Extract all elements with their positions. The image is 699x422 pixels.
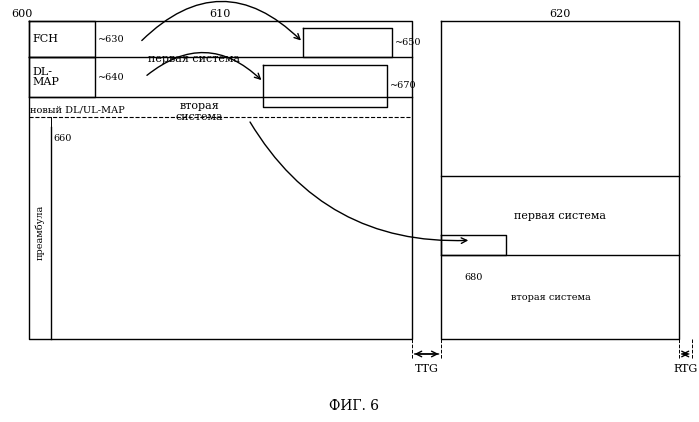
Text: новый DL/UL-MAP: новый DL/UL-MAP (30, 106, 125, 115)
Text: вторая система: вторая система (511, 292, 591, 302)
Text: DL-
MAP: DL- MAP (32, 67, 59, 87)
Text: RTG: RTG (674, 364, 698, 374)
Text: вторая
система: вторая система (175, 101, 223, 122)
Text: ~640: ~640 (99, 73, 125, 81)
Text: ФИГ. 6: ФИГ. 6 (329, 399, 379, 413)
Text: ~670: ~670 (390, 81, 417, 90)
Text: ~650: ~650 (395, 38, 421, 47)
Text: 610: 610 (210, 9, 231, 19)
Text: 660: 660 (54, 135, 72, 143)
Text: 600: 600 (11, 9, 33, 19)
Text: преамбула: преамбула (35, 205, 45, 260)
Text: первая система: первая система (148, 54, 240, 64)
Text: первая система: первая система (514, 211, 606, 221)
Text: TTG: TTG (415, 364, 438, 374)
Text: FCH: FCH (32, 34, 58, 44)
Text: 680: 680 (464, 273, 483, 282)
Text: 620: 620 (549, 9, 571, 19)
Text: ~630: ~630 (99, 35, 125, 43)
